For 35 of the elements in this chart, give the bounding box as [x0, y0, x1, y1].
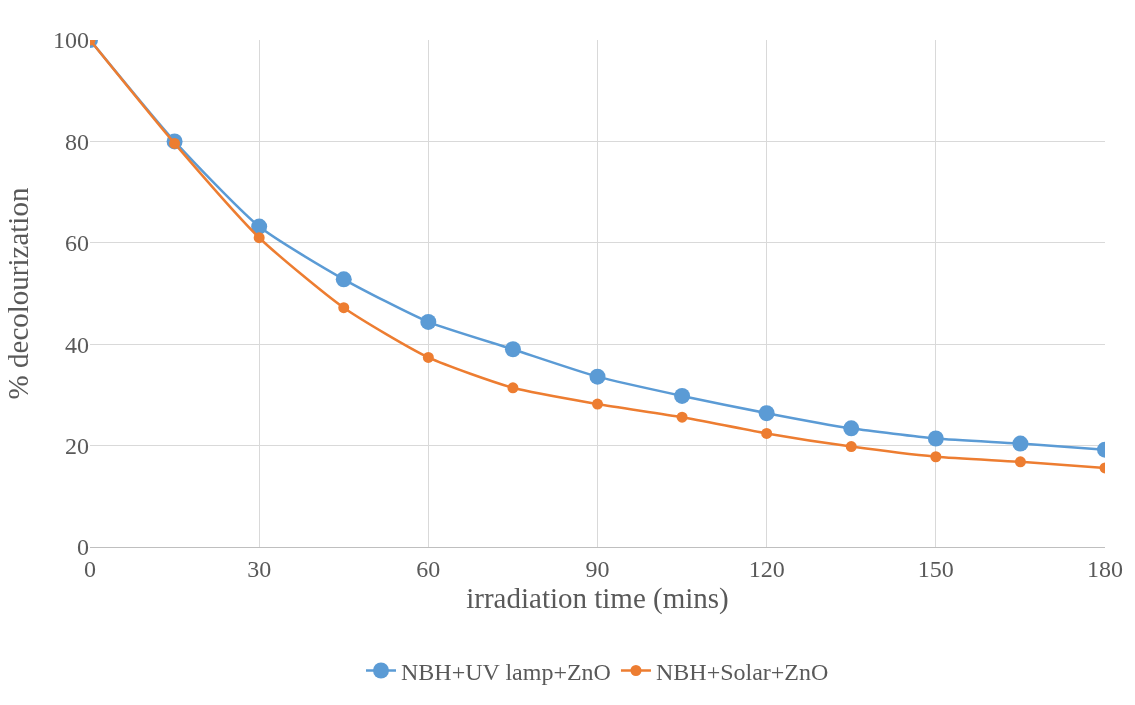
x-tick-label: 150 [917, 555, 954, 582]
x-tick-label: 120 [748, 555, 785, 582]
point [1012, 435, 1029, 452]
x-tick-label: 30 [247, 555, 272, 582]
point [761, 427, 773, 439]
point [930, 451, 942, 463]
point [1014, 456, 1026, 468]
y-axis-title: % decolourization [2, 187, 35, 400]
y-tick-label: 80 [65, 128, 89, 155]
point [592, 398, 603, 410]
point [338, 302, 350, 314]
point [589, 368, 606, 385]
point [335, 271, 352, 288]
point [843, 420, 860, 437]
x-axis-title: irradiation time (mins) [466, 581, 729, 615]
point [504, 341, 521, 358]
point [676, 411, 688, 423]
x-tick-label: 90 [585, 555, 610, 582]
legend-label: NBH+UV lamp+ZnO [401, 658, 611, 685]
point [253, 232, 265, 244]
point [420, 313, 437, 330]
y-tick-label: 100 [53, 27, 89, 54]
point [422, 351, 434, 363]
point [507, 382, 519, 394]
point [758, 405, 775, 422]
y-tick-label: 60 [65, 230, 89, 257]
x-tick-label: 60 [416, 555, 441, 582]
y-tick-label: 0 [77, 534, 89, 561]
y-tick-label: 20 [65, 433, 89, 459]
point [845, 441, 857, 453]
x-tick-label: 180 [1087, 555, 1123, 582]
point [674, 387, 691, 404]
legend-label: NBH+Solar+ZnO [655, 658, 829, 685]
y-tick-label: 40 [65, 331, 89, 358]
point [927, 430, 944, 447]
